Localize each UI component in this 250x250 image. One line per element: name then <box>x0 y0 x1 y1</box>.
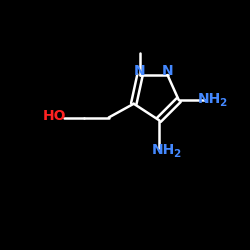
Text: N: N <box>134 64 146 78</box>
Text: 2: 2 <box>174 149 180 159</box>
Text: N: N <box>162 64 173 78</box>
Text: HO: HO <box>42 109 66 123</box>
Text: NH: NH <box>152 143 175 157</box>
Text: 2: 2 <box>220 98 227 108</box>
Text: NH: NH <box>198 92 221 106</box>
